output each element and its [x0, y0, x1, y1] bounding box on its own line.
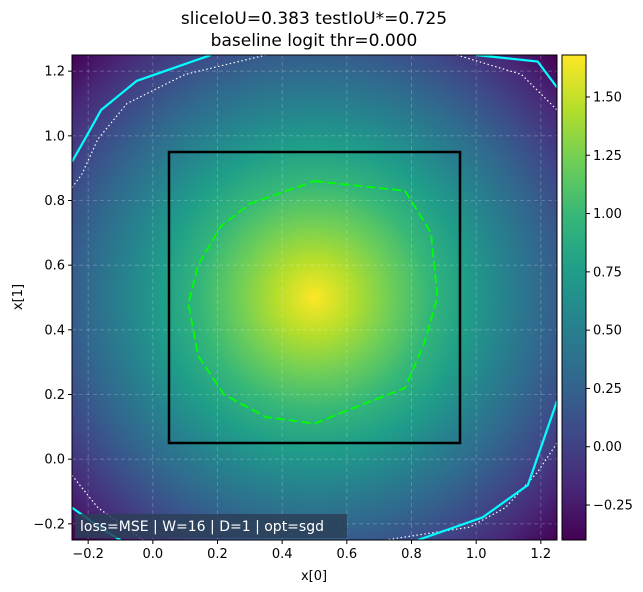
colorbar-tick-label: 1.25 — [593, 149, 622, 164]
grid-lines — [72, 55, 557, 540]
colorbar-tick-label: 0.50 — [593, 324, 622, 339]
y-tick-label: 0.4 — [44, 323, 65, 338]
y-axis-ticks: −0.2 0.0 0.2 0.4 0.6 0.8 1.0 1.2 — [33, 65, 72, 532]
x-axis-ticks: −0.2 0.0 0.2 0.4 0.6 0.8 1.0 1.2 — [72, 540, 551, 562]
threshold-contour-line — [476, 55, 557, 88]
chart-title-line1: sliceIoU=0.383 testIoU*=0.725 — [181, 9, 447, 29]
y-tick-label: 0.2 — [44, 388, 65, 403]
x-tick-label: 1.2 — [530, 547, 551, 562]
x-tick-label: 1.0 — [466, 547, 487, 562]
x-tick-label: −0.2 — [72, 547, 104, 562]
colorbar-tick-label: 1.00 — [593, 207, 622, 222]
y-tick-label: 0.8 — [44, 194, 65, 209]
plot-frame — [71, 54, 558, 541]
x-tick-label: 0.8 — [401, 547, 422, 562]
x-tick-label: 0.4 — [272, 547, 293, 562]
y-tick-label: 1.0 — [44, 129, 65, 144]
colorbar-tick-label: 0.00 — [593, 440, 622, 455]
predicted-contour-line — [187, 180, 439, 425]
x-tick-label: 0.2 — [207, 547, 228, 562]
y-tick-label: 0.6 — [44, 259, 65, 274]
y-tick-label: 0.0 — [44, 453, 65, 468]
colorbar-ticks: −0.25 0.00 0.25 0.50 0.75 1.00 1.25 1.50 — [586, 90, 633, 514]
x-tick-label: 0.6 — [336, 547, 357, 562]
true-region-box — [167, 150, 462, 445]
colorbar-tick-label: 0.75 — [593, 265, 622, 280]
x-tick-label: 0.0 — [142, 547, 163, 562]
y-axis-label: x[1] — [11, 284, 26, 310]
chart-title-line2: baseline logit thr=0.000 — [211, 31, 418, 51]
x-axis-label: x[0] — [301, 569, 327, 584]
colorbar-tick-label: −0.25 — [593, 499, 633, 514]
heatmap-field — [72, 55, 557, 540]
dotted-contour-line — [456, 55, 557, 111]
threshold-contour-line — [417, 400, 557, 540]
annotation-box — [75, 514, 347, 538]
dotted-contour-line — [72, 474, 144, 540]
y-tick-label: −0.2 — [33, 517, 65, 532]
plot-area — [72, 55, 557, 540]
colorbar — [561, 54, 587, 541]
colorbar-tick-label: 0.25 — [593, 382, 622, 397]
colorbar-tick-label: 1.50 — [593, 90, 622, 105]
y-tick-label: 1.2 — [44, 65, 65, 80]
threshold-contour-line — [72, 55, 212, 163]
annotation-text: loss=MSE | W=16 | D=1 | opt=sgd — [80, 519, 324, 535]
dotted-contour-line — [72, 55, 267, 188]
